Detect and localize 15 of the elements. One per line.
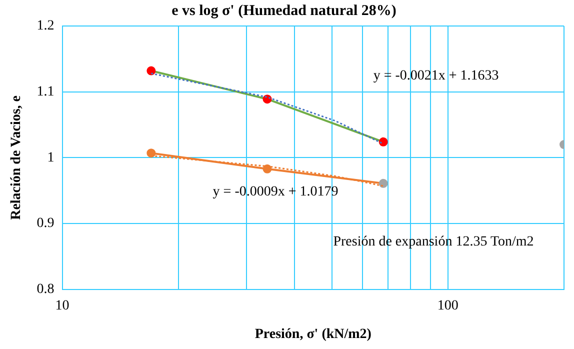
point: [378, 137, 388, 146]
x-tick-label: 100: [437, 298, 458, 314]
y-tick-label: 0.8: [36, 282, 54, 298]
y-axis-title: Relación de Vacios, e: [9, 95, 24, 220]
point: [262, 164, 272, 174]
y-tick-label: 0.9: [36, 216, 54, 232]
y-tick-label: 1: [47, 150, 54, 166]
y-tick-label: 1.2: [36, 18, 54, 34]
x-tick-label: 10: [55, 298, 70, 314]
point: [146, 66, 156, 76]
chart-title: e vs log σ' (Humedad natural 28%): [172, 2, 396, 19]
point: [378, 178, 388, 188]
x-axis-title: Presión, σ' (kN/m2): [254, 327, 372, 342]
y-tick-label: 1.1: [36, 84, 54, 100]
point: [146, 148, 156, 158]
